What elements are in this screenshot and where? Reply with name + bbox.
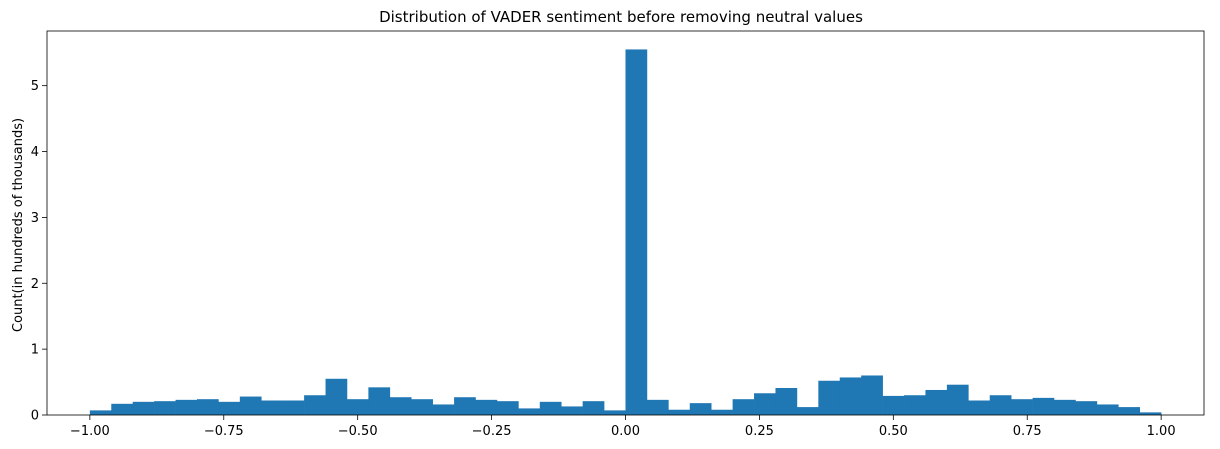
- histogram-bar: [1054, 399, 1076, 415]
- histogram-bar: [689, 403, 712, 415]
- histogram-bar: [89, 410, 112, 415]
- y-tick-label: 0: [31, 409, 39, 424]
- y-tick-label: 1: [31, 343, 39, 358]
- chart-title: Distribution of VADER sentiment before r…: [379, 8, 863, 26]
- bars-group: [89, 49, 1162, 416]
- histogram-bar: [711, 409, 733, 415]
- x-tick-label: 0.25: [745, 424, 774, 439]
- histogram-bar: [496, 401, 519, 415]
- histogram-bar: [839, 377, 862, 415]
- histogram-bar: [432, 404, 455, 415]
- histogram-bar: [1011, 399, 1033, 415]
- histogram-bar: [304, 395, 326, 415]
- histogram-bar: [1118, 407, 1141, 415]
- x-tick-label: 0.00: [611, 424, 640, 439]
- histogram-bar: [282, 400, 305, 415]
- x-tick-label: −1.00: [70, 424, 110, 439]
- histogram-bar: [582, 401, 605, 415]
- histogram-bar: [539, 401, 562, 415]
- x-tick-label: 1.00: [1147, 424, 1176, 439]
- x-tick-label: 0.50: [879, 424, 908, 439]
- histogram-bar: [946, 384, 969, 415]
- histogram-bar: [196, 399, 219, 415]
- histogram-bar: [411, 399, 433, 415]
- histogram-bar: [882, 395, 905, 415]
- histogram-bar: [989, 395, 1012, 415]
- histogram-bar: [1032, 397, 1055, 415]
- histogram-bar: [1096, 404, 1119, 415]
- y-tick-label: 5: [31, 79, 39, 94]
- histogram-bar: [775, 387, 798, 415]
- histogram-bar: [239, 396, 262, 415]
- histogram-bar: [261, 400, 283, 415]
- y-tick-label: 4: [31, 145, 39, 160]
- histogram-bar: [325, 378, 348, 415]
- x-tick-label: −0.25: [472, 424, 512, 439]
- histogram-bar: [818, 380, 841, 415]
- histogram-bar: [111, 403, 134, 415]
- histogram-bar: [1139, 412, 1162, 415]
- histogram-bar: [518, 408, 541, 415]
- histogram-bar: [646, 399, 669, 415]
- y-axis-label: Count(in hundreds of thousands): [11, 118, 26, 332]
- histogram-bar: [475, 399, 498, 415]
- histogram-bar: [604, 410, 626, 415]
- histogram-bar: [1075, 401, 1098, 415]
- histogram-bar: [368, 387, 391, 415]
- axes-group: −1.00 −0.75 −0.50 −0.25 0.00 0.25 0.50 0.75 1.00…: [31, 30, 1205, 439]
- x-tick-label: −0.50: [338, 424, 378, 439]
- histogram-bar: [154, 401, 176, 415]
- histogram-bar: [389, 397, 412, 415]
- y-tick-label: 2: [31, 277, 39, 292]
- histogram-bar: [732, 399, 755, 415]
- histogram-bar: [925, 389, 948, 415]
- histogram-bar: [968, 400, 991, 415]
- y-tick-label: 3: [31, 211, 39, 226]
- histogram-bar: [561, 406, 583, 415]
- histogram-bar: [668, 409, 691, 415]
- histogram-bar: [218, 401, 241, 415]
- x-tick-label: −0.75: [204, 424, 244, 439]
- x-tick-label: 0.75: [1013, 424, 1042, 439]
- histogram-bar: [132, 401, 155, 415]
- histogram-bar: [346, 399, 369, 415]
- histogram-bar: [454, 397, 476, 415]
- histogram-bar: [904, 395, 926, 415]
- histogram-bar: [625, 49, 648, 416]
- histogram-bar: [175, 399, 198, 415]
- histogram-bar: [754, 393, 776, 415]
- histogram-bar: [796, 407, 819, 415]
- histogram-bar: [861, 375, 883, 415]
